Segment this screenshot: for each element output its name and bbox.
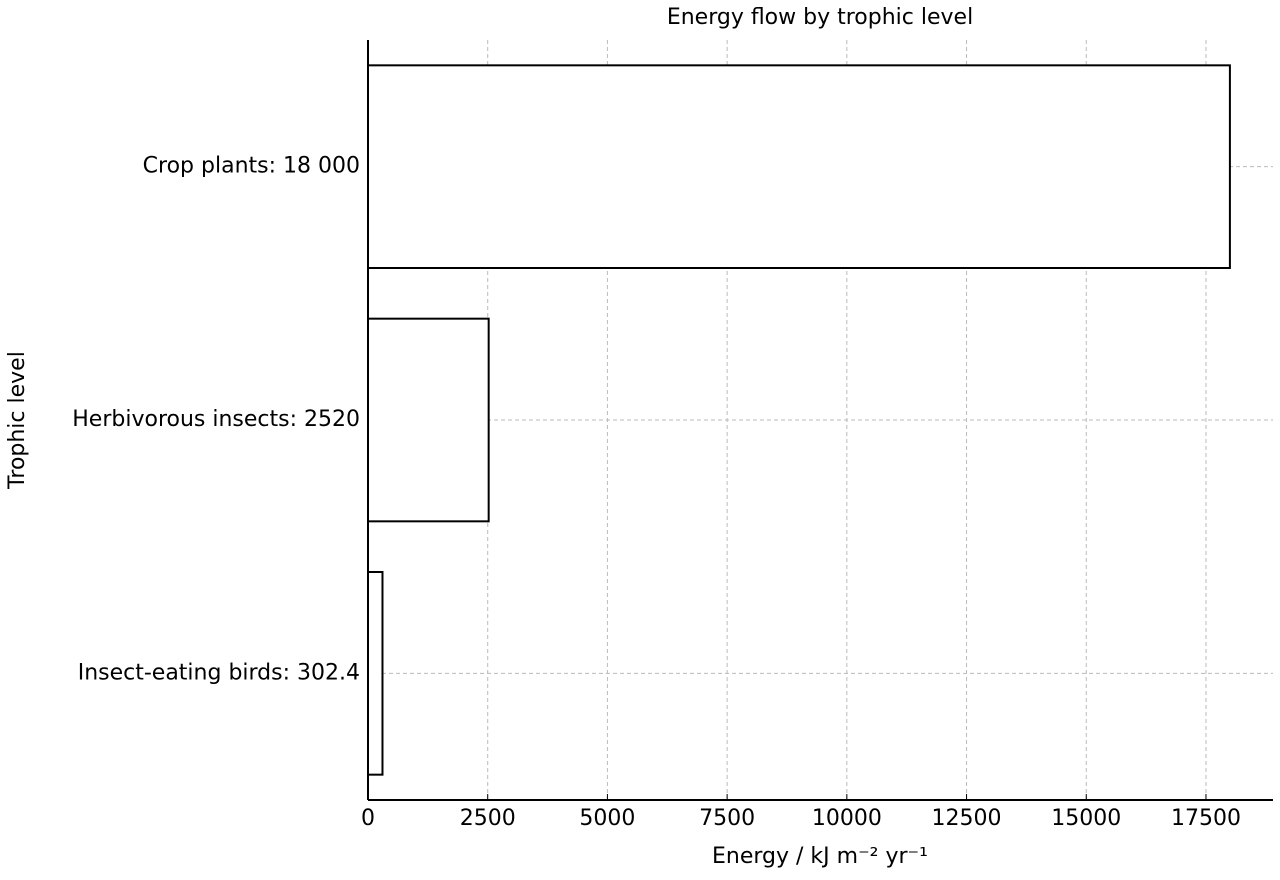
y-tick-label: Crop plants: 18 000 [143, 154, 360, 179]
x-axis-label: Energy / kJ m⁻² yr⁻¹ [712, 844, 928, 869]
x-tick-label: 17500 [1171, 806, 1241, 831]
y-tick-label: Insect-eating birds: 302.4 [78, 660, 360, 685]
bar [367, 64, 1231, 270]
x-tick-label: 0 [361, 806, 375, 831]
x-tick-label: 5000 [579, 806, 635, 831]
x-tick-label: 12500 [932, 806, 1002, 831]
x-tick-label: 10000 [812, 806, 882, 831]
x-tick-label: 7500 [699, 806, 755, 831]
y-tick-label: Herbivorous insects: 2520 [72, 407, 360, 432]
y-axis-label: Trophic level [5, 351, 30, 490]
bar [367, 571, 384, 776]
x-tick-label: 15000 [1051, 806, 1121, 831]
x-tick-label: 2500 [460, 806, 516, 831]
bar [367, 317, 490, 523]
chart-title: Energy flow by trophic level [667, 5, 973, 30]
